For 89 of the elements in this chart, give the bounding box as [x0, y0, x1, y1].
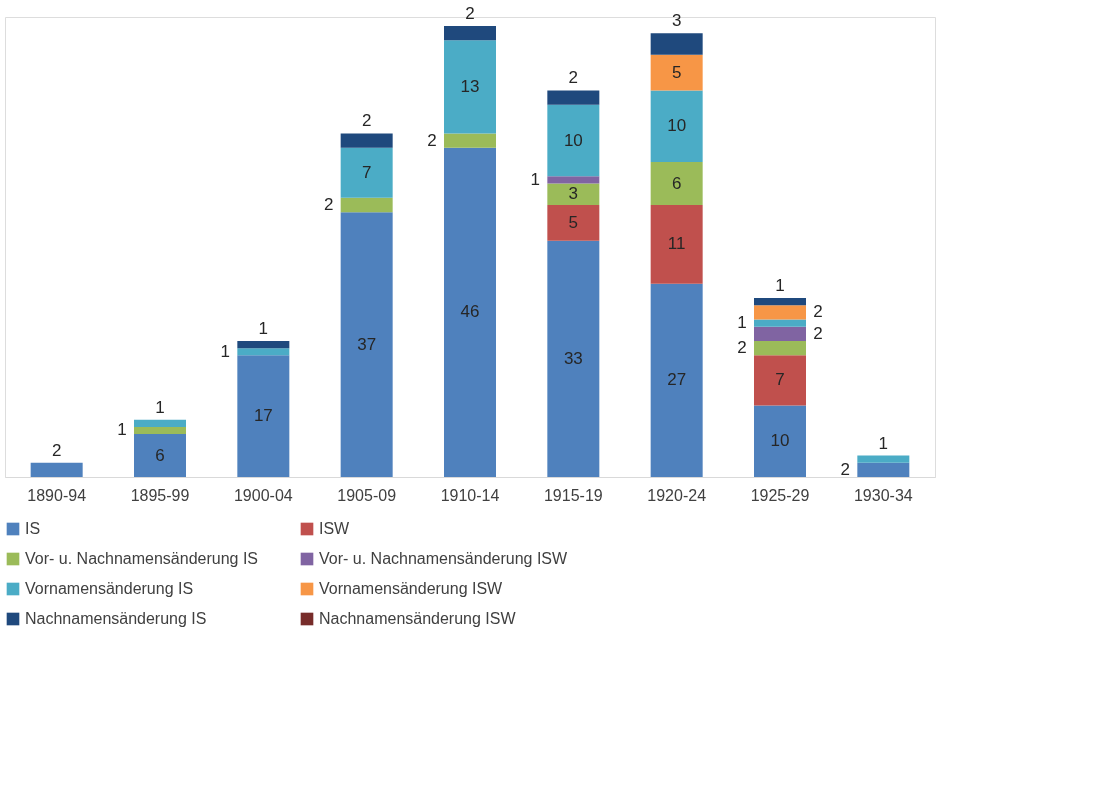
data-label: 1	[775, 276, 785, 296]
x-tick-label: 1930-34	[853, 486, 913, 504]
data-label: 10	[770, 431, 790, 451]
data-label: 7	[361, 162, 372, 182]
bar	[650, 90, 703, 163]
data-label: 13	[460, 76, 480, 96]
x-tick-label: 1925-29	[750, 486, 810, 504]
data-label: 1	[258, 318, 269, 338]
legend-label: Vornamensänderung IS	[25, 580, 194, 597]
bar	[340, 197, 393, 213]
legend-label: IS	[25, 520, 41, 537]
data-label: 3	[568, 184, 579, 204]
bar	[547, 183, 600, 205]
bar	[547, 240, 600, 477]
bar	[650, 33, 703, 55]
x-tick-label: 1920-24	[647, 486, 707, 504]
bar	[650, 204, 703, 284]
data-label: 1	[220, 341, 231, 361]
data-label: 1	[737, 313, 747, 333]
data-label: 46	[460, 302, 480, 322]
data-label: 1	[530, 169, 541, 189]
data-label: 7	[775, 370, 785, 390]
x-tick-label: 1900-04	[233, 486, 293, 504]
bar	[650, 283, 703, 477]
bar	[444, 26, 496, 41]
data-label: 1	[117, 420, 127, 440]
data-label: 6	[671, 173, 682, 193]
data-label: 5	[671, 62, 682, 82]
bar	[857, 455, 910, 463]
x-tick-label: 1905-09	[337, 486, 397, 504]
bar	[754, 319, 806, 327]
data-label: 2	[361, 111, 372, 131]
bar	[754, 355, 806, 406]
data-label: 17	[253, 406, 273, 426]
data-label: 6	[155, 445, 165, 465]
data-label: 10	[563, 130, 583, 150]
data-label: 2	[737, 338, 747, 358]
bar	[754, 326, 806, 341]
legend-label: Vor- u. Nachnamensänderung ISW	[319, 550, 569, 567]
bar	[547, 90, 600, 105]
bar	[444, 133, 496, 148]
bar	[340, 147, 393, 198]
data-label: 11	[667, 234, 686, 254]
data-label: 2	[323, 194, 334, 214]
legend-label: Vor- u. Nachnamensänderung IS	[25, 550, 259, 567]
data-label: 5	[568, 212, 579, 232]
bar	[134, 434, 186, 477]
bar	[754, 340, 806, 356]
legend-label: ISW	[319, 520, 351, 537]
data-label: 2	[465, 4, 475, 24]
x-tick-label: 1890-94	[27, 486, 87, 504]
data-label: 10	[667, 116, 687, 136]
bar	[547, 104, 600, 177]
data-label: 1	[155, 397, 165, 417]
bar	[857, 462, 910, 477]
x-tick-label: 1915-19	[543, 486, 603, 504]
data-label: 2	[840, 459, 851, 479]
bar	[650, 54, 703, 91]
bar	[237, 348, 290, 356]
data-label: 2	[813, 302, 823, 322]
bar	[547, 204, 600, 241]
bar	[444, 40, 496, 134]
data-label: 2	[427, 130, 437, 150]
data-label: 1	[878, 433, 889, 453]
legend-label: Nachnamensänderung IS	[25, 610, 207, 627]
bar	[754, 305, 806, 320]
data-label: 27	[667, 370, 687, 390]
data-label: 33	[563, 348, 583, 368]
bar	[444, 147, 496, 477]
bar	[134, 419, 186, 427]
bar	[754, 298, 806, 306]
data-label: 37	[357, 334, 377, 354]
legend-label: Vornamensänderung ISW	[319, 580, 504, 597]
legend-label: Nachnamensänderung ISW	[319, 610, 517, 627]
bar	[237, 355, 290, 477]
bar	[134, 426, 186, 435]
x-tick-label: 1895-99	[130, 486, 190, 504]
data-label: 2	[51, 440, 62, 460]
data-label: 2	[813, 323, 823, 343]
data-label: 3	[671, 11, 682, 31]
bar	[650, 162, 703, 205]
bar	[30, 462, 83, 477]
x-tick-label: 1910-14	[440, 486, 500, 504]
bar	[340, 133, 393, 148]
bar	[754, 405, 806, 477]
data-label: 2	[568, 68, 579, 88]
bar	[547, 176, 600, 184]
bar	[340, 212, 393, 477]
bar	[237, 340, 290, 349]
